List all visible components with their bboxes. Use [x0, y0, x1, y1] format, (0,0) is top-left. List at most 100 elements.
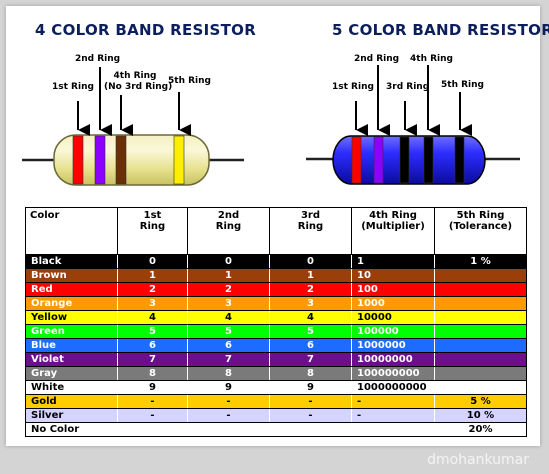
- tolerance-cell: [434, 366, 527, 381]
- five-band-4: [423, 136, 434, 184]
- color-name-cell: Gold: [25, 394, 118, 409]
- multiplier-cell: -: [351, 408, 435, 423]
- tolerance-cell: 1 %: [434, 254, 527, 269]
- tolerance-cell: [434, 296, 527, 311]
- color-name-cell: Yellow: [25, 310, 118, 325]
- ring1-value-cell: 3: [117, 296, 188, 311]
- tolerance-cell: [434, 310, 527, 325]
- ring2-value-cell: 5: [187, 324, 270, 339]
- ring2-value-cell: 9: [187, 380, 270, 395]
- ring3-value-cell: 9: [269, 380, 352, 395]
- tolerance-cell: [434, 380, 527, 395]
- header-multiplier: 4th Ring (Multiplier): [351, 207, 435, 255]
- multiplier-cell: 100000: [351, 324, 435, 339]
- ring4-label-line1: 4th Ring: [113, 71, 157, 81]
- color-name-cell: Silver: [25, 408, 118, 423]
- tolerance-cell: 20%: [434, 422, 527, 437]
- tolerance-cell: [434, 338, 527, 353]
- five-band-ring5-label: 5th Ring: [441, 80, 484, 90]
- ring1-value-cell: 2: [117, 282, 188, 297]
- color-name-cell: White: [25, 380, 118, 395]
- five-band-3: [399, 136, 410, 184]
- watermark: dmohankumar: [427, 452, 529, 468]
- header-tolerance: 5th Ring (Tolerance): [434, 207, 527, 255]
- ring1-value-cell: 8: [117, 366, 188, 381]
- color-name-cell: Brown: [25, 268, 118, 283]
- multiplier-cell: [351, 422, 435, 437]
- ring3-value-cell: 4: [269, 310, 352, 325]
- five-band-ring2-label: 2nd Ring: [354, 54, 400, 64]
- multiplier-cell: 1000000: [351, 338, 435, 353]
- five-band-1: [351, 136, 362, 184]
- ring2-value-cell: 3: [187, 296, 270, 311]
- ring2-value-cell: 1: [187, 268, 270, 283]
- tolerance-cell: 10 %: [434, 408, 527, 423]
- five-band-ring1-label: 1st Ring: [332, 82, 374, 92]
- four-band-4: [173, 135, 185, 185]
- ring3-value-cell: 8: [269, 366, 352, 381]
- table-row: Silver - - - -10 %: [25, 408, 527, 423]
- table-row: No Color 20%: [25, 422, 527, 437]
- table-row: Red 2 2 2 100: [25, 282, 527, 297]
- ring3-value-cell: -: [269, 408, 352, 423]
- header-ring3: 3rd Ring: [269, 207, 352, 255]
- four-band-ring1-label: 1st Ring: [52, 82, 94, 92]
- ring1-value-cell: [117, 422, 188, 437]
- color-name-cell: No Color: [25, 422, 118, 437]
- ring1-value-cell: 5: [117, 324, 188, 339]
- ring1-value-cell: 9: [117, 380, 188, 395]
- five-band-title: 5 COLOR BAND RESISTOR: [332, 21, 549, 39]
- table-row: Yellow 4 4 4 10000: [25, 310, 527, 325]
- multiplier-cell: 100000000: [351, 366, 435, 381]
- four-band-3: [115, 135, 127, 185]
- four-band-ring2-label: 2nd Ring: [75, 54, 121, 64]
- multiplier-cell: 10: [351, 268, 435, 283]
- multiplier-cell: 10000000: [351, 352, 435, 367]
- table-header-row: Color 1st Ring 2nd Ring 3rd Ring 4th Rin…: [25, 207, 527, 255]
- ring1-value-cell: -: [117, 394, 188, 409]
- ring3-value-cell: [269, 422, 352, 437]
- color-name-cell: Blue: [25, 338, 118, 353]
- five-band-5: [454, 136, 465, 184]
- tolerance-cell: [434, 268, 527, 283]
- ring2-value-cell: 4: [187, 310, 270, 325]
- ring1-value-cell: -: [117, 408, 188, 423]
- color-name-cell: Violet: [25, 352, 118, 367]
- ring2-value-cell: 0: [187, 254, 270, 269]
- multiplier-cell: 1000: [351, 296, 435, 311]
- ring3-value-cell: -: [269, 394, 352, 409]
- header-ring2: 2nd Ring: [187, 207, 270, 255]
- ring3-value-cell: 0: [269, 254, 352, 269]
- multiplier-cell: 10000: [351, 310, 435, 325]
- ring1-value-cell: 6: [117, 338, 188, 353]
- ring3-value-cell: 1: [269, 268, 352, 283]
- ring3-value-cell: 5: [269, 324, 352, 339]
- table-row: Blue 6 6 6 1000000: [25, 338, 527, 353]
- header-color: Color: [25, 207, 118, 255]
- ring3-value-cell: 7: [269, 352, 352, 367]
- table-row: Violet 7 7 7 10000000: [25, 352, 527, 367]
- ring1-value-cell: 1: [117, 268, 188, 283]
- four-band-resistor: [22, 67, 244, 186]
- color-code-table: Color 1st Ring 2nd Ring 3rd Ring 4th Rin…: [25, 207, 527, 437]
- table-row: White 9 9 9 1000000000: [25, 380, 527, 395]
- five-band-2: [373, 136, 384, 184]
- four-band-2: [94, 135, 106, 185]
- four-band-1: [72, 135, 84, 185]
- ring1-value-cell: 4: [117, 310, 188, 325]
- ring2-value-cell: 2: [187, 282, 270, 297]
- multiplier-cell: 1000000000: [351, 380, 435, 395]
- tolerance-cell: [434, 282, 527, 297]
- four-band-title: 4 COLOR BAND RESISTOR: [35, 21, 257, 39]
- tolerance-cell: [434, 324, 527, 339]
- four-band-ring5-label: 5th Ring: [168, 76, 211, 86]
- ring2-value-cell: 8: [187, 366, 270, 381]
- ring2-value-cell: -: [187, 394, 270, 409]
- ring2-value-cell: 6: [187, 338, 270, 353]
- ring2-value-cell: -: [187, 408, 270, 423]
- color-name-cell: Gray: [25, 366, 118, 381]
- multiplier-cell: 100: [351, 282, 435, 297]
- color-name-cell: Red: [25, 282, 118, 297]
- ring3-value-cell: 2: [269, 282, 352, 297]
